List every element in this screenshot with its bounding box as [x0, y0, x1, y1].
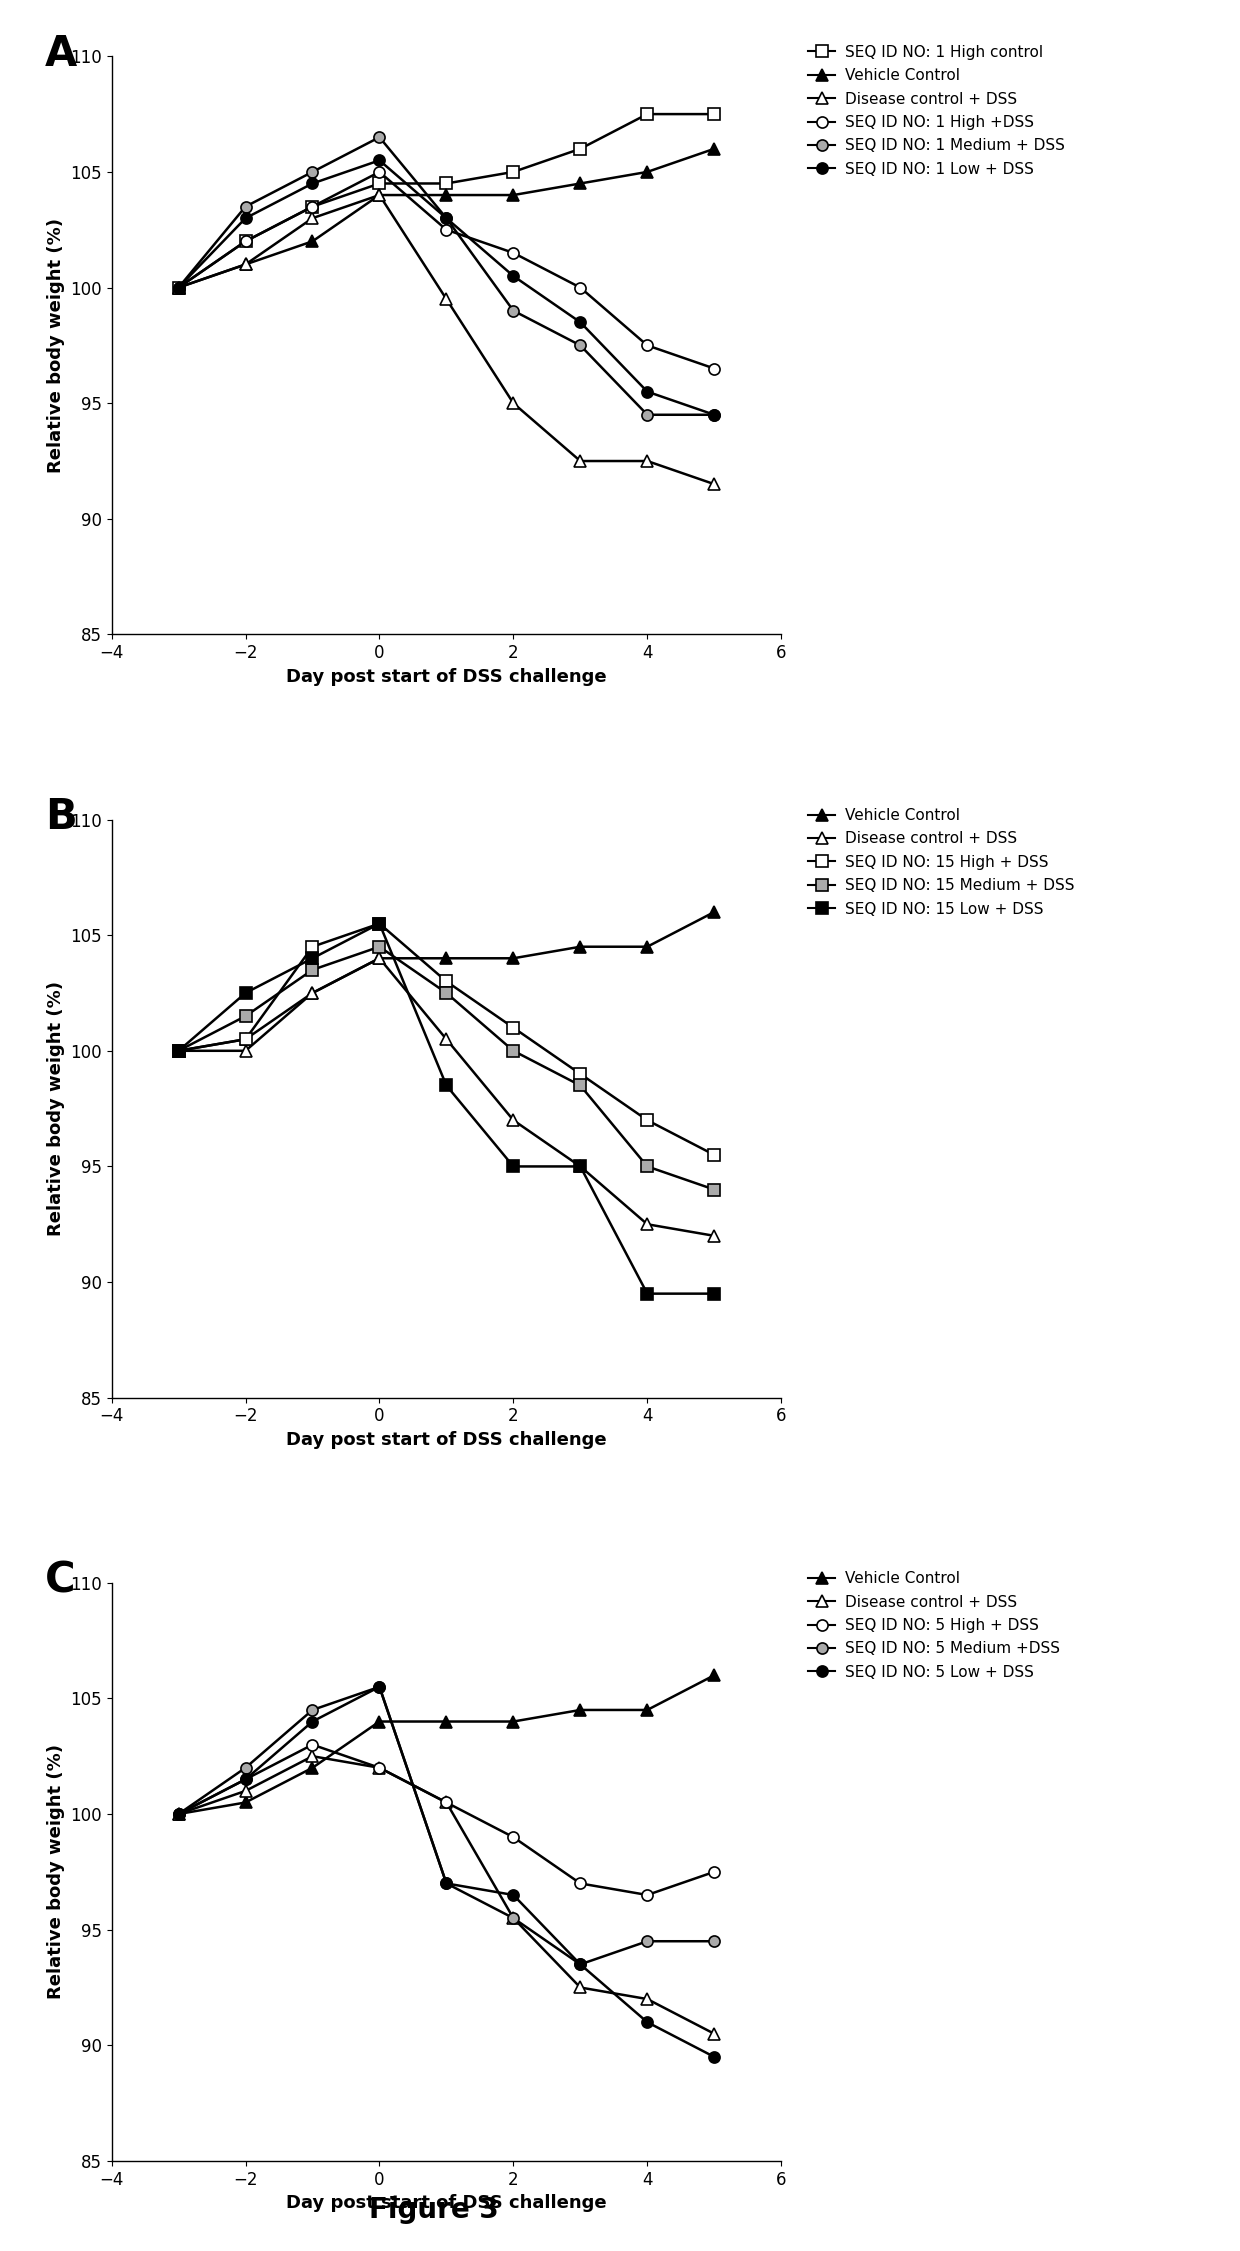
X-axis label: Day post start of DSS challenge: Day post start of DSS challenge	[286, 669, 606, 687]
Text: Figure 3: Figure 3	[370, 2197, 498, 2224]
Y-axis label: Relative body weight (%): Relative body weight (%)	[47, 981, 64, 1236]
X-axis label: Day post start of DSS challenge: Day post start of DSS challenge	[286, 2195, 606, 2213]
Legend: Vehicle Control, Disease control + DSS, SEQ ID NO: 15 High + DSS, SEQ ID NO: 15 : Vehicle Control, Disease control + DSS, …	[808, 808, 1074, 916]
X-axis label: Day post start of DSS challenge: Day post start of DSS challenge	[286, 1432, 606, 1450]
Text: A: A	[45, 34, 77, 74]
Text: B: B	[45, 797, 77, 837]
Legend: SEQ ID NO: 1 High control, Vehicle Control, Disease control + DSS, SEQ ID NO: 1 : SEQ ID NO: 1 High control, Vehicle Contr…	[808, 45, 1064, 178]
Y-axis label: Relative body weight (%): Relative body weight (%)	[47, 218, 64, 473]
Y-axis label: Relative body weight (%): Relative body weight (%)	[47, 1745, 64, 1999]
Legend: Vehicle Control, Disease control + DSS, SEQ ID NO: 5 High + DSS, SEQ ID NO: 5 Me: Vehicle Control, Disease control + DSS, …	[808, 1571, 1060, 1679]
Text: C: C	[45, 1560, 76, 1603]
